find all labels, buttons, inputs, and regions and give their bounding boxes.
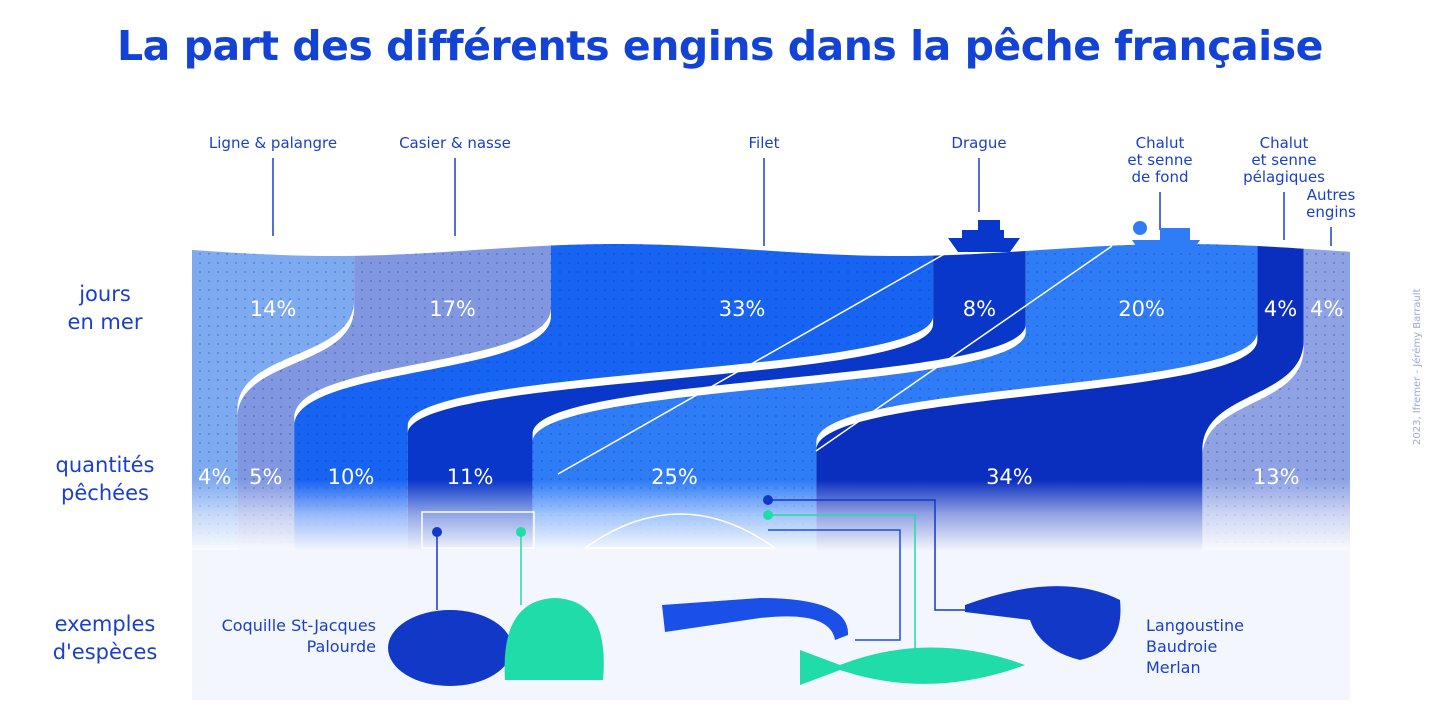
connector-trawl-monkfish <box>768 499 965 611</box>
whiting-fish-icon <box>800 647 1025 685</box>
value-label-days: 4% <box>1264 297 1297 321</box>
connector-node <box>432 527 442 537</box>
value-label-days: 4% <box>1310 297 1343 321</box>
scallop-icon <box>504 598 604 680</box>
connector-trawl-langoustine <box>768 529 901 641</box>
trawl-tow-line <box>815 245 1113 452</box>
langoustine-icon <box>662 598 849 640</box>
oyster-clam-icon <box>388 610 512 686</box>
connector-node <box>516 527 526 537</box>
flow-band-texture <box>294 244 934 550</box>
value-label-days: 14% <box>250 297 297 321</box>
flow-band-texture <box>1202 248 1350 550</box>
flow-band-texture <box>816 246 1304 550</box>
gear-label: Ligne & palangre <box>209 134 337 152</box>
dredge-tow-line <box>557 247 956 475</box>
species-label-left: Coquille St-Jacques Palourde <box>221 616 376 656</box>
row-label-catch: quantités pêchées <box>55 453 155 505</box>
flow-band-texture <box>192 250 355 550</box>
connector-node <box>763 510 773 520</box>
gear-label: Autres engins <box>1306 186 1356 221</box>
gear-label: Casier & nasse <box>399 134 511 152</box>
pot-icon <box>421 511 535 549</box>
row-label-species: exemples d'espèces <box>52 612 158 664</box>
gear-label: Filet <box>749 134 780 152</box>
trawl-winch-icon <box>1133 221 1147 235</box>
credit: 2023, Ifremer - Jérémy Barrault <box>1412 288 1423 445</box>
value-label-days: 33% <box>719 297 766 321</box>
value-label-days: 20% <box>1118 297 1165 321</box>
dredger-boat-icon <box>948 220 1020 252</box>
gear-label: Chalut et senne de fond <box>1127 134 1192 186</box>
monkfish-icon <box>965 586 1121 660</box>
value-label-days: 8% <box>963 297 996 321</box>
gear-label: Chalut et senne pélagiques <box>1243 134 1325 186</box>
flow-band-texture <box>237 245 551 551</box>
sea-floor <box>192 550 1350 700</box>
trawler-boat-icon <box>1132 228 1200 252</box>
connector-node <box>763 495 773 505</box>
value-label-days: 17% <box>429 297 476 321</box>
connector-trawl-whiting <box>768 514 916 650</box>
gear-label: Drague <box>951 134 1006 152</box>
chart-title: La part des différents engins dans la pê… <box>117 22 1323 70</box>
species-label-right: Langoustine Baudroie Merlan <box>1146 616 1244 677</box>
trawl-net-icon <box>582 513 778 549</box>
row-label-days: jours en mer <box>67 282 143 334</box>
